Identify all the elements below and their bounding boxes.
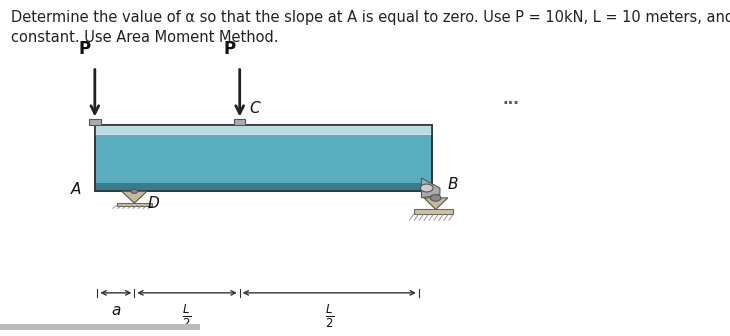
Polygon shape <box>95 183 432 191</box>
Circle shape <box>420 184 433 192</box>
Text: $a$: $a$ <box>111 303 121 318</box>
Text: A: A <box>72 182 82 197</box>
Polygon shape <box>95 125 432 191</box>
Text: $\frac{L}{2}$: $\frac{L}{2}$ <box>182 303 192 330</box>
Polygon shape <box>122 191 147 203</box>
Text: C: C <box>249 101 260 116</box>
Polygon shape <box>95 125 432 134</box>
Polygon shape <box>421 178 440 198</box>
Text: P: P <box>78 40 91 58</box>
Text: B: B <box>447 177 458 192</box>
Polygon shape <box>89 119 101 125</box>
Polygon shape <box>0 324 200 330</box>
Polygon shape <box>234 119 245 125</box>
Text: D: D <box>147 196 159 211</box>
Polygon shape <box>414 209 453 214</box>
Polygon shape <box>117 203 152 206</box>
Text: ...: ... <box>502 92 519 107</box>
Circle shape <box>431 195 441 201</box>
Polygon shape <box>424 198 447 209</box>
Circle shape <box>131 189 138 193</box>
Text: P: P <box>223 40 235 58</box>
Text: Determine the value of α so that the slope at A is equal to zero. Use P = 10kN, : Determine the value of α so that the slo… <box>10 10 730 45</box>
Text: $\frac{L}{2}$: $\frac{L}{2}$ <box>325 303 334 330</box>
Polygon shape <box>95 129 432 135</box>
